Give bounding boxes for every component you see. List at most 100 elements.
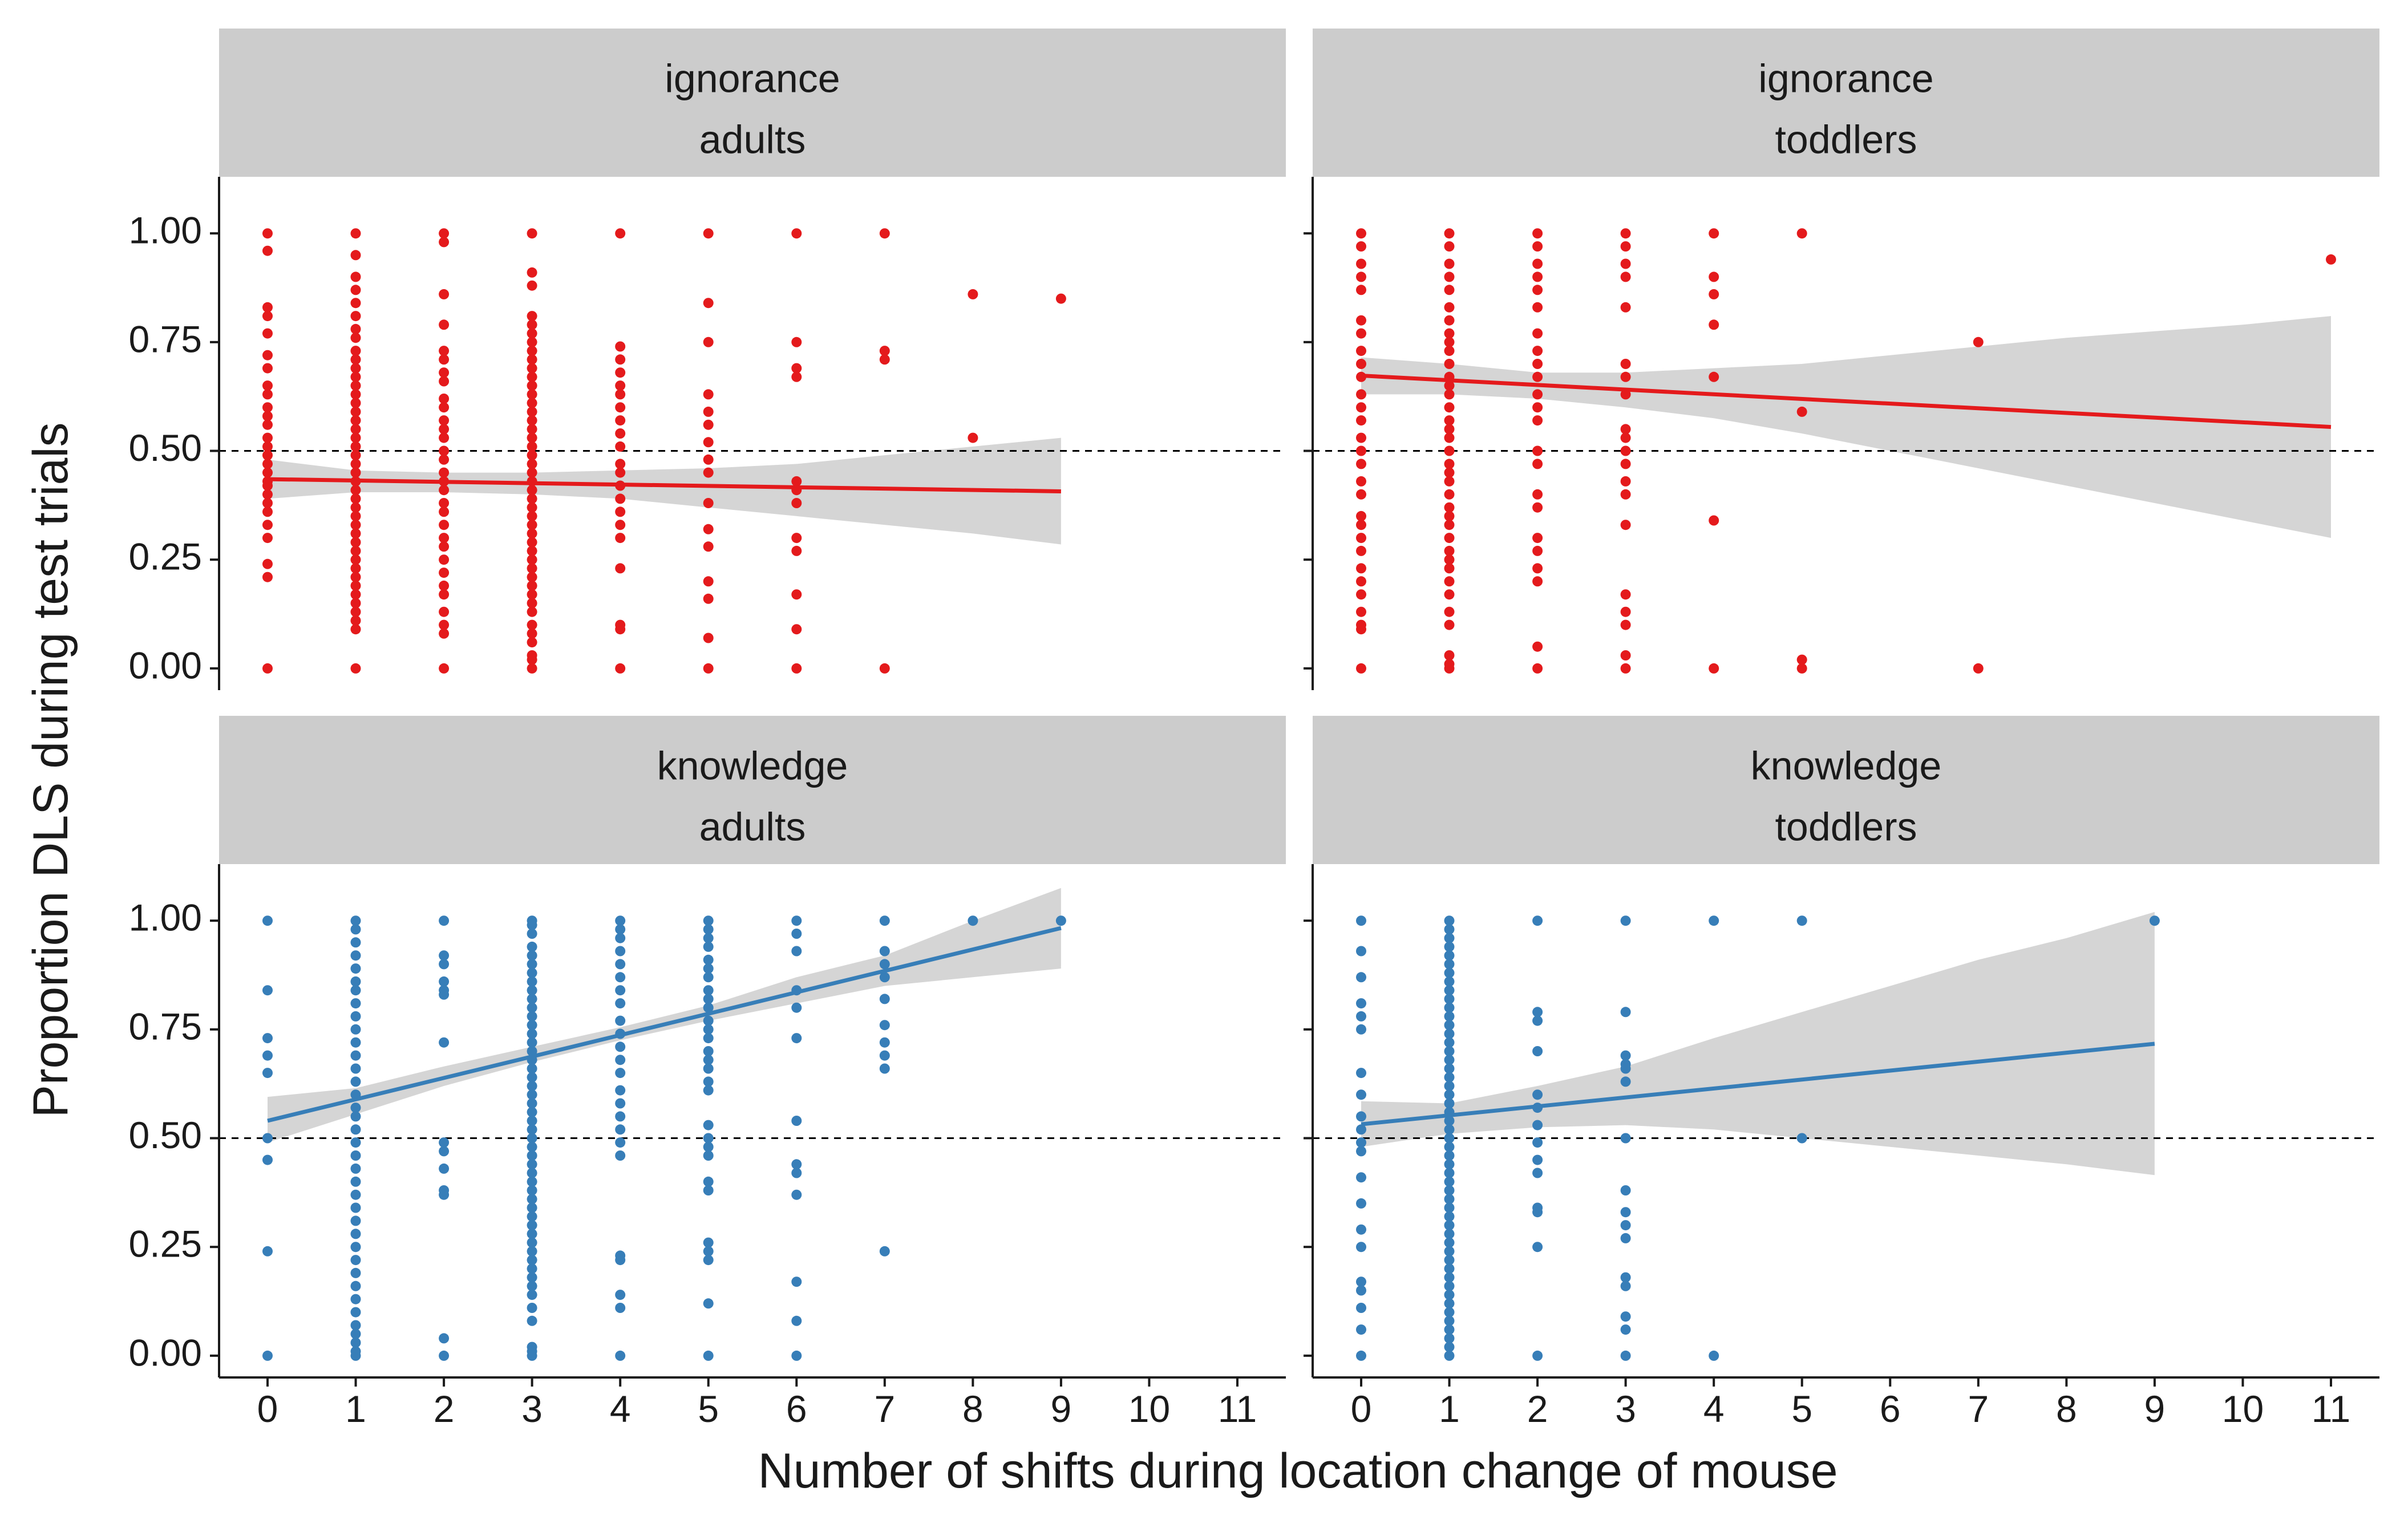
data-point <box>879 1020 890 1031</box>
data-point <box>879 1246 890 1257</box>
data-point <box>1620 432 1631 443</box>
data-point <box>262 480 273 491</box>
data-point <box>879 1050 890 1061</box>
data-point <box>527 493 537 504</box>
data-point <box>1973 337 1984 347</box>
data-point <box>1620 619 1631 630</box>
y-tick-label: 0.75 <box>129 1005 202 1047</box>
data-point <box>527 1255 537 1266</box>
data-point <box>439 1146 450 1157</box>
data-point <box>527 572 537 582</box>
data-point <box>527 371 537 382</box>
data-point <box>527 967 537 978</box>
data-point <box>439 606 450 617</box>
data-point <box>439 959 450 970</box>
data-point <box>350 1242 361 1253</box>
data-point <box>1620 271 1631 282</box>
data-point <box>1444 950 1455 961</box>
data-point <box>439 554 450 565</box>
data-point <box>527 346 537 356</box>
data-point <box>1356 1276 1366 1287</box>
x-tick-label: 10 <box>2222 1388 2264 1430</box>
data-point <box>439 237 450 248</box>
data-point <box>439 415 450 426</box>
data-point <box>1356 606 1366 617</box>
data-point <box>703 1063 714 1074</box>
data-point <box>1444 933 1455 943</box>
data-point <box>439 498 450 508</box>
data-point <box>350 1011 361 1022</box>
data-point <box>703 228 714 239</box>
data-point <box>527 450 537 461</box>
data-point <box>1620 371 1631 382</box>
data-point <box>350 1338 361 1348</box>
data-point <box>350 398 361 408</box>
data-point <box>703 1141 714 1152</box>
data-point <box>1444 959 1455 970</box>
data-point <box>350 502 361 513</box>
data-point <box>703 1024 714 1035</box>
data-point <box>262 459 273 469</box>
data-point <box>791 946 802 957</box>
data-point <box>703 1298 714 1309</box>
data-point <box>527 1280 537 1291</box>
data-point <box>879 663 890 674</box>
data-point <box>439 485 450 496</box>
data-point <box>527 1263 537 1274</box>
data-point <box>1796 406 1807 417</box>
data-point <box>1444 545 1455 556</box>
data-point <box>615 1303 626 1313</box>
data-point <box>527 919 537 930</box>
data-point <box>1444 994 1455 1004</box>
data-point <box>1444 258 1455 269</box>
data-point <box>262 467 273 478</box>
data-point <box>703 467 714 478</box>
x-tick-label: 8 <box>2056 1388 2077 1430</box>
y-tick-label: 0.25 <box>129 1223 202 1265</box>
data-point <box>1620 459 1631 469</box>
x-tick-label: 2 <box>1527 1388 1548 1430</box>
data-point <box>1356 563 1366 574</box>
data-point <box>439 1333 450 1344</box>
data-point <box>350 450 361 461</box>
y-tick-label: 0.25 <box>129 536 202 578</box>
data-point <box>1444 285 1455 295</box>
data-point <box>1532 258 1543 269</box>
data-point <box>350 415 361 426</box>
data-point <box>703 1046 714 1056</box>
data-point <box>350 998 361 1009</box>
data-point <box>262 533 273 544</box>
data-point <box>615 1041 626 1052</box>
data-point <box>527 1037 537 1048</box>
data-point <box>527 280 537 291</box>
data-point <box>1532 576 1543 587</box>
data-point <box>350 1103 361 1113</box>
data-point <box>1532 271 1543 282</box>
data-point <box>1356 1350 1366 1361</box>
data-point <box>703 1002 714 1013</box>
data-point <box>439 1037 450 1048</box>
data-point <box>1444 489 1455 500</box>
x-tick-label: 5 <box>1791 1388 1812 1430</box>
data-point <box>703 593 714 604</box>
data-point <box>1444 1072 1455 1083</box>
data-point <box>1620 663 1631 674</box>
data-point <box>262 498 273 508</box>
data-point <box>703 1085 714 1096</box>
data-point <box>703 524 714 534</box>
data-point <box>1532 302 1543 313</box>
data-point <box>791 1276 802 1287</box>
data-point <box>879 1037 890 1048</box>
data-point <box>527 976 537 987</box>
strip-label-knowledge-toddlers-condition: knowledge <box>1751 743 1942 788</box>
data-point <box>527 432 537 443</box>
data-point <box>350 285 361 295</box>
data-point <box>1444 328 1455 339</box>
data-point <box>615 985 626 996</box>
data-point <box>1620 1280 1631 1291</box>
data-point <box>1532 459 1543 469</box>
data-point <box>1444 976 1455 987</box>
data-point <box>350 380 361 391</box>
data-point <box>439 950 450 961</box>
data-point <box>350 406 361 417</box>
